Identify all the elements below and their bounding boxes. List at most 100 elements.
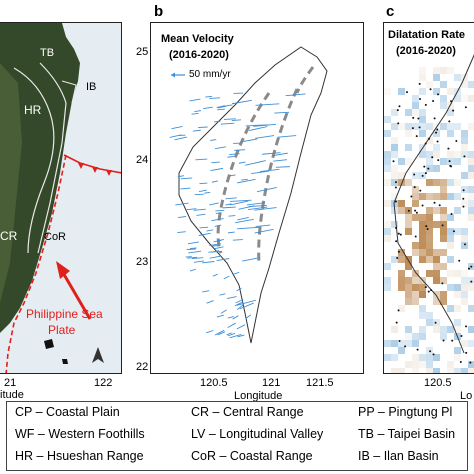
- station-dot: [437, 159, 440, 162]
- velocity-vector: [212, 273, 218, 277]
- velocity-vector: [187, 256, 198, 259]
- velocity-vector: [227, 322, 236, 329]
- station-dot: [465, 325, 468, 328]
- station-dot: [411, 127, 414, 130]
- panel-c-xlabel: Lo: [460, 390, 473, 402]
- dilatation-cell: [454, 284, 461, 291]
- dilatation-cell: [440, 186, 447, 193]
- dilatation-cell: [419, 151, 426, 158]
- dilatation-cell: [454, 305, 461, 312]
- dilatation-cell: [447, 179, 454, 186]
- station-dot: [396, 109, 399, 112]
- dilatation-cell: [468, 277, 474, 284]
- velocity-vector: [219, 293, 226, 296]
- velocity-vector: [215, 212, 222, 214]
- velocity-vector: [209, 97, 221, 99]
- dilatation-cell: [440, 193, 447, 200]
- dilatation-cell: [433, 144, 440, 151]
- station-dot: [452, 230, 455, 233]
- velocity-vector: [217, 108, 225, 111]
- station-dot: [395, 240, 398, 243]
- panel-a-map-svg: [0, 23, 121, 373]
- dilatation-cell: [412, 340, 419, 347]
- velocity-vector: [236, 324, 246, 330]
- dilatation-cell: [433, 326, 440, 333]
- dilatation-cell: [468, 368, 474, 373]
- plate-motion-arrow: [60, 270, 92, 320]
- region-legend: CP – Coastal Plain WF – Western Foothill…: [6, 401, 468, 471]
- dilatation-cell: [405, 284, 412, 291]
- dilatation-cell: [391, 221, 398, 228]
- station-dot: [413, 173, 416, 176]
- velocity-vector: [180, 177, 193, 180]
- dilatation-cell: [461, 172, 468, 179]
- dilatation-cell: [461, 130, 468, 137]
- station-dot: [425, 225, 428, 228]
- velocity-vector: [198, 189, 207, 193]
- dilatation-cell: [426, 165, 433, 172]
- panel-b-xlabel: Longitude: [234, 390, 283, 402]
- dilatation-cell: [440, 102, 447, 109]
- legend-cor: CoR – Coastal Range: [191, 449, 313, 463]
- velocity-vector: [234, 149, 246, 151]
- dilatation-cell: [419, 193, 426, 200]
- dilatation-cell: [391, 123, 398, 130]
- velocity-vector: [214, 224, 222, 227]
- dilatation-cell: [426, 270, 433, 277]
- dilatation-cell: [419, 88, 426, 95]
- station-dot: [428, 137, 431, 140]
- dilatation-cell: [405, 214, 412, 221]
- panel-b-xtick-121: 121: [262, 377, 281, 389]
- dilatation-cell: [412, 277, 419, 284]
- station-dot: [427, 290, 430, 293]
- dilatation-cell: [440, 67, 447, 74]
- dilatation-cell: [398, 172, 405, 179]
- velocity-vector: [202, 261, 215, 264]
- dilatation-cell: [433, 221, 440, 228]
- velocity-vector: [232, 315, 239, 320]
- dilatation-cell: [405, 333, 412, 340]
- station-dot: [418, 82, 421, 85]
- station-dot: [395, 321, 398, 324]
- velocity-vector: [208, 250, 222, 253]
- velocity-vector: [236, 304, 244, 310]
- dilatation-cell: [405, 144, 412, 151]
- dilatation-cell: [426, 228, 433, 235]
- dilatation-cell: [419, 256, 426, 263]
- legend-ib: IB – Ilan Basin: [358, 449, 439, 463]
- velocity-vector: [245, 314, 252, 319]
- dilatation-cell: [454, 368, 461, 373]
- velocity-vector: [245, 124, 269, 127]
- dilatation-cell: [419, 354, 426, 361]
- dilatation-cell: [412, 123, 419, 130]
- dilatation-cell: [454, 193, 461, 200]
- dilatation-cell: [419, 74, 426, 81]
- station-dot: [433, 117, 436, 120]
- station-dot: [394, 200, 397, 203]
- dilatation-cell: [468, 172, 474, 179]
- dilatation-cell: [412, 291, 419, 298]
- dilatation-cell: [468, 123, 474, 130]
- station-dot: [415, 211, 418, 214]
- station-dot: [434, 321, 437, 324]
- station-dot: [435, 131, 438, 134]
- velocity-vector: [230, 199, 252, 202]
- panel-b-letter: b: [154, 3, 164, 20]
- dilatation-cell: [454, 151, 461, 158]
- station-dot: [427, 167, 430, 170]
- dilatation-cell: [384, 277, 391, 284]
- dilatation-cell: [412, 298, 419, 305]
- dilatation-cell: [405, 277, 412, 284]
- velocity-vector: [193, 208, 206, 211]
- velocity-vector: [227, 231, 235, 234]
- panel-a-xtick-21: 21: [4, 377, 17, 389]
- velocity-vector: [237, 216, 249, 221]
- dilatation-cell: [419, 109, 426, 116]
- station-dot: [470, 280, 473, 283]
- station-dot: [415, 135, 418, 138]
- velocity-vector: [242, 257, 258, 262]
- dilatation-cell: [391, 151, 398, 158]
- dilatation-cell: [405, 228, 412, 235]
- dilatation-cell: [419, 221, 426, 228]
- dilatation-cell: [412, 102, 419, 109]
